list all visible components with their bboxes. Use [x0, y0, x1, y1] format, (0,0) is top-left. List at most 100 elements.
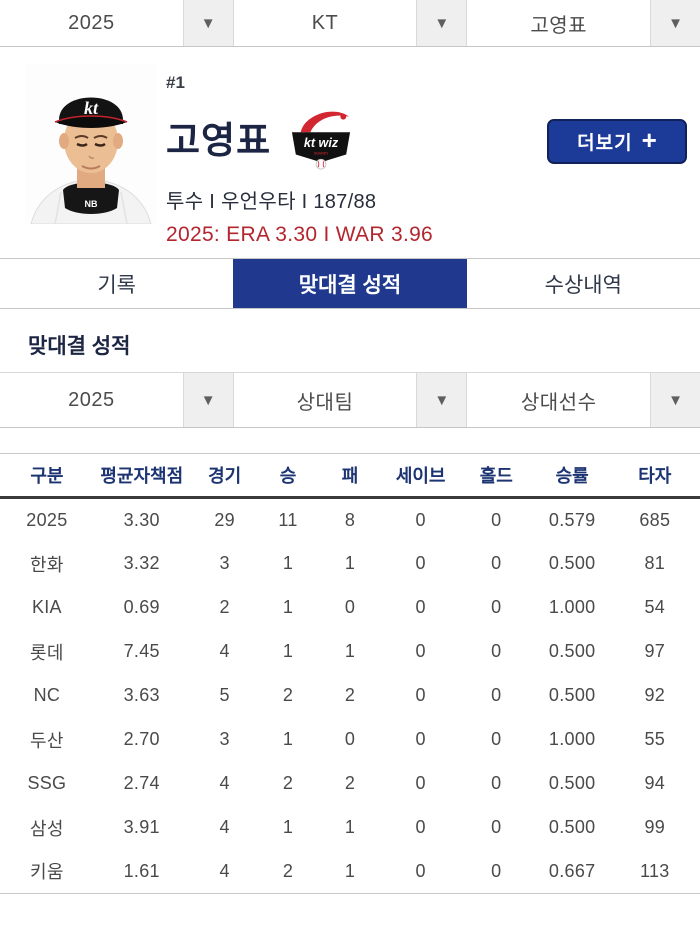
table-cell: 0 — [491, 685, 502, 705]
table-cell: 0.579 — [548, 509, 596, 530]
table-row: 키움 1.61 4 2 1 0 0 0.667 113 — [0, 849, 700, 894]
table-cell: 0 — [491, 729, 502, 749]
table-cell: 0 — [415, 729, 426, 749]
table-cell: 0.69 — [123, 597, 160, 617]
table-cell: 0 — [344, 729, 356, 749]
table-cell: 11 — [278, 509, 298, 530]
table-cell: 0.500 — [548, 641, 596, 661]
tab-head-to-head[interactable]: 맞대결 성적 — [233, 259, 467, 308]
table-cell: 7.45 — [123, 641, 160, 661]
table-cell: 0 — [415, 641, 426, 661]
col-header-losses: 패 — [316, 453, 384, 499]
col-header-era: 평균자책점 — [93, 453, 190, 499]
matchup-filter-bar: 2025 ▼ 상대팀 ▼ 상대선수 ▼ — [0, 372, 700, 428]
chevron-down-icon[interactable]: ▼ — [182, 373, 233, 427]
filter-opponent-team-select[interactable]: 상대팀 ▼ — [234, 373, 468, 427]
col-header-win-pct: 승률 — [534, 453, 610, 499]
table-cell: 2 — [219, 597, 230, 617]
season-select[interactable]: 2025 ▼ — [0, 0, 234, 46]
table-row: 삼성 3.91 4 1 1 0 0 0.500 99 — [0, 806, 700, 850]
table-cell: 3.30 — [123, 509, 160, 530]
table-cell: 92 — [644, 685, 666, 705]
table-cell: 1 — [282, 553, 294, 573]
table-cell: 113 — [609, 849, 700, 894]
table-cell: 한화 — [30, 554, 64, 575]
table-cell: 3.32 — [123, 553, 160, 573]
chevron-down-icon[interactable]: ▼ — [650, 0, 700, 46]
table-cell: 1 — [282, 597, 294, 617]
chevron-down-icon[interactable]: ▼ — [416, 373, 467, 427]
chevron-down-icon[interactable]: ▼ — [416, 0, 467, 46]
table-cell: 4 — [219, 773, 230, 793]
col-header-category: 구분 — [0, 453, 94, 499]
table-row: SSG 2.74 4 2 2 0 0 0.500 94 — [0, 762, 700, 806]
filter-season-value: 2025 — [68, 388, 115, 411]
matchup-stats-table: 구분 평균자책점 경기 승 패 세이브 홀드 승률 타자 2025 3.30 2… — [0, 453, 700, 894]
table-cell: 0 — [491, 773, 502, 793]
table-cell: 2 — [259, 849, 317, 894]
table-cell: 2.70 — [123, 729, 160, 749]
table-cell: 1 — [282, 817, 294, 837]
table-cell: 0 — [491, 641, 502, 661]
filter-season-select[interactable]: 2025 ▼ — [0, 373, 234, 427]
more-button[interactable]: 더보기 + — [547, 119, 687, 164]
kt-wiz-logo-icon: kt wiz suwon — [287, 109, 355, 171]
table-row: 롯데 7.45 4 1 1 0 0 0.500 97 — [0, 630, 700, 674]
col-header-games: 경기 — [189, 453, 260, 499]
matchup-stats-table-wrap: 구분 평균자책점 경기 승 패 세이브 홀드 승률 타자 2025 3.30 2… — [0, 453, 700, 894]
table-cell: 97 — [644, 641, 666, 661]
chevron-down-icon[interactable]: ▼ — [650, 373, 700, 427]
player-select[interactable]: 고영표 ▼ — [467, 0, 700, 46]
table-cell: 1 — [316, 849, 384, 894]
player-info: #1 고영표 kt wiz suwon 투수 I 우언우타 I 187/88 — [166, 73, 433, 247]
table-row: KIA 0.69 2 1 0 0 0 1.000 54 — [0, 586, 700, 630]
table-cell: 0 — [491, 553, 502, 573]
player-meta: 투수 I 우언우타 I 187/88 — [166, 191, 377, 213]
top-filter-bar: 2025 ▼ KT ▼ 고영표 ▼ — [0, 0, 700, 47]
table-cell: 81 — [644, 553, 666, 573]
table-cell: 롯데 — [30, 642, 64, 663]
filter-opponent-team-value: 상대팀 — [296, 391, 354, 414]
col-header-wins: 승 — [259, 453, 317, 499]
col-header-saves: 세이브 — [383, 453, 458, 499]
tab-bar: 기록 맞대결 성적 수상내역 — [0, 258, 700, 309]
table-cell: 2025 — [26, 509, 68, 530]
table-cell: 0 — [383, 849, 458, 894]
table-cell: 0 — [457, 849, 535, 894]
table-cell: 0.500 — [548, 817, 596, 837]
table-cell: 0 — [491, 597, 502, 617]
season-select-value: 2025 — [68, 11, 115, 34]
table-cell: 0 — [415, 597, 426, 617]
svg-text:NB: NB — [85, 199, 98, 209]
player-name: 고영표 — [166, 119, 272, 161]
player-photo: NB kt — [25, 64, 157, 225]
table-cell: 2 — [344, 685, 356, 705]
team-select[interactable]: KT ▼ — [234, 0, 468, 46]
table-cell: 5 — [219, 685, 230, 705]
table-cell: 두산 — [30, 730, 64, 751]
table-cell: 8 — [344, 509, 356, 530]
table-cell: 1.000 — [548, 729, 596, 749]
table-cell: 4 — [219, 641, 230, 661]
section-title: 맞대결 성적 — [28, 335, 131, 358]
table-cell: 0.500 — [548, 773, 596, 793]
table-cell: 0 — [491, 817, 502, 837]
table-row: 두산 2.70 3 1 0 0 0 1.000 55 — [0, 718, 700, 762]
table-cell: 1 — [282, 729, 294, 749]
table-cell: 94 — [644, 773, 666, 793]
player-season-stats: 2025: ERA 3.30 I WAR 3.96 — [166, 223, 434, 246]
filter-opponent-player-select[interactable]: 상대선수 ▼ — [467, 373, 700, 427]
plus-icon: + — [641, 125, 657, 155]
table-cell: 1 — [282, 641, 294, 661]
tab-awards[interactable]: 수상내역 — [544, 273, 622, 297]
table-cell: 29 — [214, 509, 235, 530]
table-cell: 3.91 — [123, 817, 160, 837]
table-cell: SSG — [27, 773, 67, 793]
chevron-down-icon[interactable]: ▼ — [182, 0, 233, 46]
player-name-row: 고영표 kt wiz suwon — [166, 109, 433, 171]
table-cell: 키움 — [0, 849, 94, 894]
table-cell: 2 — [344, 773, 356, 793]
table-cell: 2.74 — [123, 773, 160, 793]
table-cell: 3 — [219, 553, 230, 573]
tab-records[interactable]: 기록 — [97, 273, 136, 297]
